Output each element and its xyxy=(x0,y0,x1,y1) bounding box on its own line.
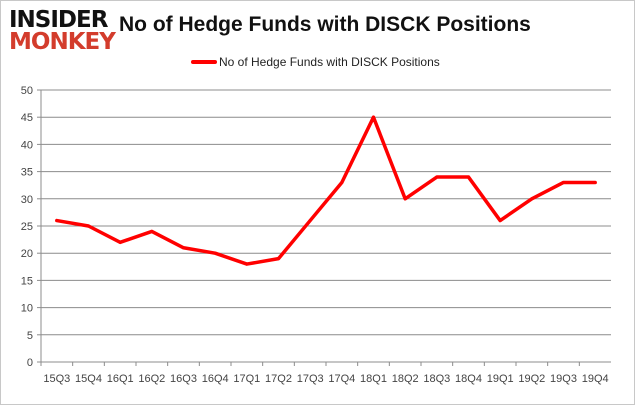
legend-label: No of Hedge Funds with DISCK Positions xyxy=(219,55,440,69)
x-tick-label: 16Q1 xyxy=(107,373,134,385)
x-tick-label: 15Q3 xyxy=(43,373,70,385)
x-tick-label: 18Q2 xyxy=(392,373,419,385)
data-point xyxy=(562,180,565,184)
data-point xyxy=(213,251,217,255)
x-tick-label: 16Q2 xyxy=(138,373,165,385)
x-tick-label: 17Q2 xyxy=(265,373,292,385)
data-point xyxy=(530,197,534,201)
y-tick-label: 15 xyxy=(21,275,33,287)
data-point xyxy=(55,219,59,223)
data-point xyxy=(118,240,122,244)
x-tick-label: 17Q3 xyxy=(297,373,324,385)
y-tick-label: 45 xyxy=(21,112,33,124)
x-tick-label: 19Q2 xyxy=(518,373,545,385)
data-point xyxy=(308,219,312,223)
x-tick-label: 18Q3 xyxy=(423,373,450,385)
insider-monkey-logo: INSIDER MONKEY xyxy=(9,7,117,55)
data-point xyxy=(277,257,280,261)
y-tick-label: 35 xyxy=(21,167,33,179)
data-point xyxy=(498,219,502,223)
logo-line2: MONKEY xyxy=(9,29,116,55)
x-tick-label: 17Q4 xyxy=(328,373,355,385)
y-tick-label: 25 xyxy=(21,221,33,233)
y-tick-label: 20 xyxy=(21,248,33,260)
x-tick-label: 18Q4 xyxy=(455,373,482,385)
legend-swatch xyxy=(191,60,217,64)
y-tick-label: 40 xyxy=(21,139,33,151)
data-point xyxy=(372,115,375,119)
y-tick-label: 30 xyxy=(21,194,33,206)
data-point xyxy=(435,175,439,179)
chart-title: No of Hedge Funds with DISCK Positions xyxy=(119,13,531,36)
data-point xyxy=(245,262,249,266)
y-tick-label: 5 xyxy=(27,330,33,342)
data-point xyxy=(150,229,154,233)
x-tick-label: 16Q3 xyxy=(170,373,197,385)
logo-line1: INSIDER xyxy=(9,7,108,33)
x-tick-label: 16Q4 xyxy=(202,373,229,385)
data-point xyxy=(593,180,597,184)
x-tick-label: 15Q4 xyxy=(75,373,102,385)
y-tick-label: 50 xyxy=(21,85,33,97)
x-tick-label: 17Q1 xyxy=(233,373,260,385)
data-point xyxy=(87,224,90,228)
series-line xyxy=(55,115,597,266)
x-tick-label: 19Q1 xyxy=(487,373,514,385)
data-point xyxy=(467,175,470,179)
legend: No of Hedge Funds with DISCK Positions xyxy=(191,55,440,69)
y-tick-label: 0 xyxy=(27,357,33,369)
x-tick-label: 19Q3 xyxy=(550,373,577,385)
data-point xyxy=(340,180,344,184)
y-tick-label: 10 xyxy=(21,303,33,315)
x-tick-label: 19Q4 xyxy=(582,373,609,385)
x-tick-label: 18Q1 xyxy=(360,373,387,385)
data-point xyxy=(403,197,407,201)
data-point xyxy=(182,246,185,250)
